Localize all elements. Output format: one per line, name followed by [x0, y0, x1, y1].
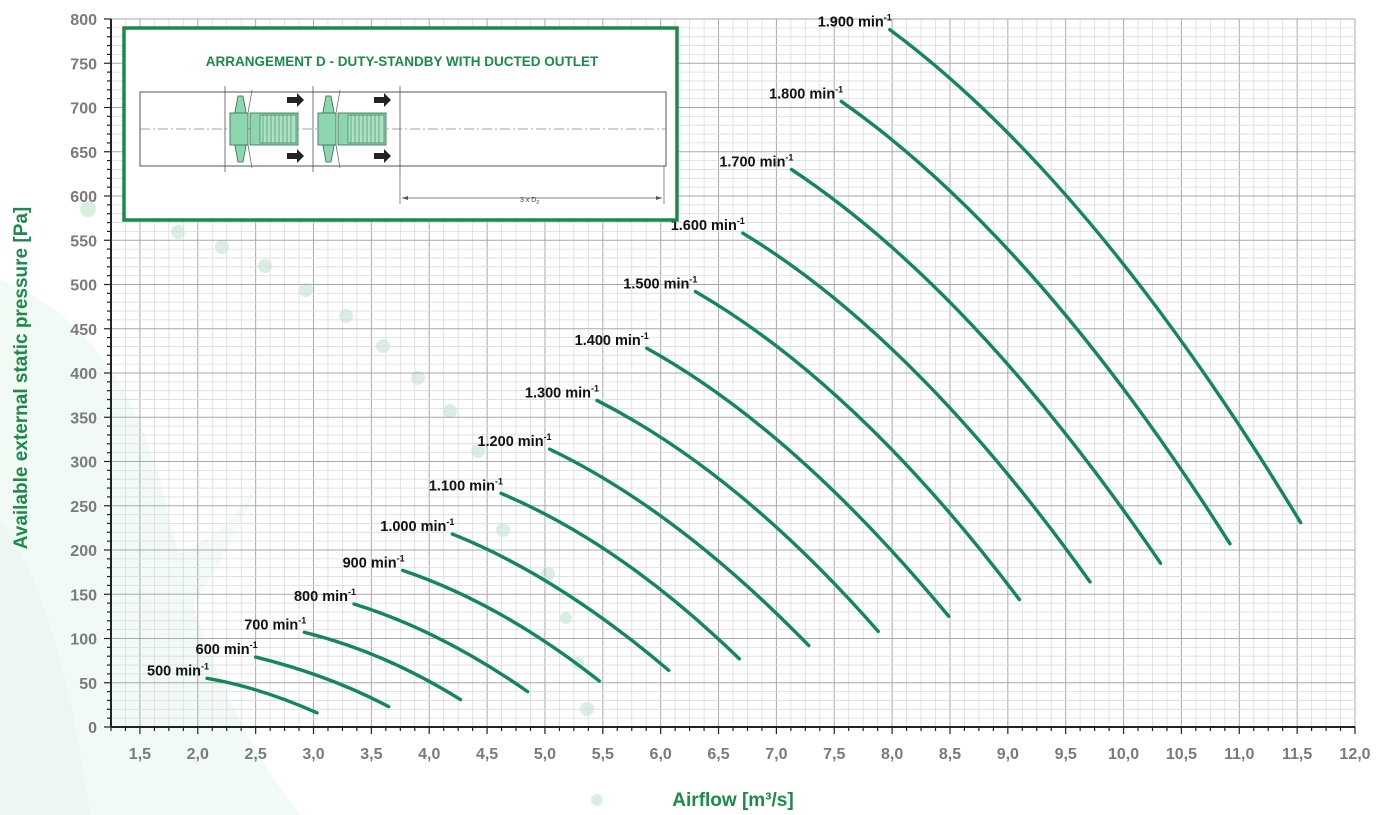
- x-tick-label: 10,5: [1166, 746, 1197, 763]
- x-tick-labels: 1,5 2,0 2,5 3,0 3,5 4,0 4,5 5,0 5,5 6,0 6,5 7,0 7,5 8…: [129, 746, 1371, 763]
- curve-label: 1.600 min-1: [671, 216, 745, 234]
- curve-label: 600 min-1: [196, 640, 258, 658]
- x-tick-label: 7,0: [765, 746, 787, 763]
- y-tick-label: 650: [70, 145, 97, 162]
- performance-curve: [547, 447, 811, 648]
- performance-curve: [645, 346, 951, 619]
- watermark-dot: [496, 523, 510, 537]
- x-tick-label: 4,5: [476, 746, 498, 763]
- curve-label: 1.500 min-1: [623, 275, 697, 293]
- duct-diagram: 3 x D2: [139, 86, 667, 206]
- performance-curve: [595, 398, 880, 634]
- curve-label: 800 min-1: [294, 587, 356, 605]
- curve-label: 1.800 min-1: [769, 84, 843, 102]
- curve-label: 1.100 min-1: [429, 476, 503, 494]
- fan-unit-2: [317, 89, 391, 169]
- performance-curve: [352, 602, 530, 694]
- x-tick-label: 4,0: [418, 746, 440, 763]
- performance-curve: [205, 676, 319, 715]
- y-tick-label: 0: [88, 720, 97, 737]
- performance-curve: [789, 167, 1163, 565]
- arrangement-inset: ARRANGEMENT D - DUTY-STANDBY WITH DUCTED…: [122, 26, 679, 222]
- performance-curve: [741, 231, 1092, 584]
- inset-frame: [122, 26, 679, 222]
- x-tick-label: 2,0: [187, 746, 209, 763]
- x-tick-label: 7,5: [823, 746, 845, 763]
- y-tick-labels: 0 50 100 150 200 250 300 350 400 450 500 550 600 650 7…: [70, 12, 97, 737]
- fan-unit-1: [229, 89, 304, 169]
- watermark-dot: [171, 225, 185, 239]
- curve-label: 1.300 min-1: [525, 383, 599, 401]
- inset-title: ARRANGEMENT D - DUTY-STANDBY WITH DUCTED…: [206, 54, 599, 69]
- brand-watermark: [0, 280, 300, 815]
- x-tick-label: 9,0: [997, 746, 1019, 763]
- y-tick-label: 400: [70, 366, 97, 383]
- performance-curve: [400, 568, 602, 683]
- y-tick-label: 500: [70, 278, 97, 295]
- x-tick-label: 5,0: [534, 746, 556, 763]
- x-tick-label: 1,5: [129, 746, 151, 763]
- x-axis-title: Airflow [m³/s]: [672, 790, 793, 811]
- performance-curve: [302, 630, 463, 702]
- x-tick-label: 2,5: [245, 746, 267, 763]
- x-tick-label: 9,5: [1055, 746, 1077, 763]
- performance-curve: [253, 655, 391, 709]
- performance-curve: [888, 27, 1303, 525]
- y-tick-label: 700: [70, 101, 97, 118]
- watermark-dot: [80, 201, 96, 217]
- curve-label: 1.700 min-1: [719, 152, 793, 170]
- watermark-dot: [591, 794, 603, 806]
- watermark-dot: [215, 240, 229, 254]
- watermark-dot: [443, 404, 457, 418]
- performance-curves: [205, 27, 1303, 715]
- y-tick-label: 300: [70, 455, 97, 472]
- x-tick-label: 10,0: [1108, 746, 1139, 763]
- watermark-dot: [258, 259, 272, 273]
- x-tick-label: 3,5: [360, 746, 382, 763]
- watermark-dot: [471, 444, 485, 458]
- performance-curve: [693, 289, 1022, 602]
- curve-label: 1.400 min-1: [575, 331, 649, 349]
- curve-label: 1.200 min-1: [477, 432, 551, 450]
- performance-curve: [450, 532, 671, 673]
- y-tick-label: 800: [70, 12, 97, 29]
- watermark-dot: [560, 612, 572, 624]
- x-tick-label: 11,0: [1224, 746, 1254, 763]
- x-tick-label: 11,5: [1282, 746, 1312, 763]
- dimension-label: 3 x D2: [520, 197, 539, 206]
- curve-labels: 500 min-1 600 min-1 700 min-1 800 min-1 900 …: [147, 13, 892, 680]
- y-tick-label: 250: [70, 499, 97, 516]
- curve-label: 1.000 min-1: [380, 517, 454, 535]
- x-tick-label: 6,5: [707, 746, 729, 763]
- y-axis-title: Available external static pressure [Pa]: [11, 207, 32, 550]
- y-tick-label: 600: [70, 189, 97, 206]
- y-tick-label: 150: [70, 587, 97, 604]
- watermark-dot: [299, 283, 313, 297]
- y-tick-label: 100: [70, 632, 97, 649]
- y-tick-label: 200: [70, 543, 97, 560]
- curve-label: 500 min-1: [147, 661, 209, 679]
- x-tick-label: 5,5: [592, 746, 614, 763]
- curve-label: 900 min-1: [343, 553, 405, 571]
- performance-curve: [839, 99, 1232, 546]
- y-tick-label: 450: [70, 322, 97, 339]
- x-tick-label: 6,0: [650, 746, 672, 763]
- x-tick-label: 12,0: [1339, 746, 1370, 763]
- curve-label: 700 min-1: [244, 615, 306, 633]
- axes: [104, 18, 1356, 734]
- y-tick-label: 50: [79, 676, 97, 693]
- y-tick-label: 550: [70, 233, 97, 250]
- watermark-dot: [376, 339, 390, 353]
- y-tick-label: 350: [70, 410, 97, 427]
- watermark-dots: [80, 201, 603, 806]
- performance-curve: [499, 491, 742, 661]
- y-tick-label: 750: [70, 56, 97, 73]
- curve-label: 1.900 min-1: [818, 13, 892, 31]
- x-tick-label: 8,5: [939, 746, 961, 763]
- x-tick-label: 3,0: [302, 746, 324, 763]
- x-tick-label: 8,0: [881, 746, 903, 763]
